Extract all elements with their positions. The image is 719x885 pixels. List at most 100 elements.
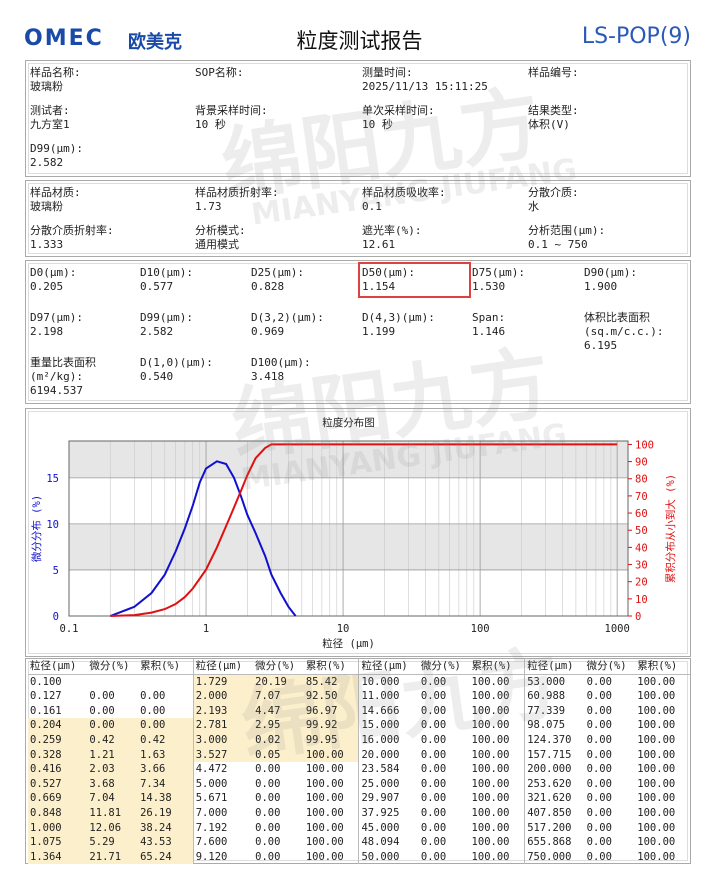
empty-cell	[138, 674, 193, 689]
table-cell: 7.600	[192, 835, 254, 850]
table-cell: 7.07	[253, 689, 304, 704]
table-cell: 9.120	[192, 849, 254, 865]
table-cell: 321.620	[524, 791, 585, 806]
y2-tick-label: 30	[635, 560, 648, 572]
table-cell: 77.339	[524, 703, 585, 719]
table-cell: 100.00	[637, 690, 676, 703]
table-cell: 0.00	[586, 748, 612, 761]
x-tick-label: 100	[471, 623, 490, 635]
table-cell: 100.00	[637, 850, 676, 863]
field: D90(μm): 1.900	[584, 266, 689, 294]
table-cell: 0.00	[89, 690, 115, 703]
table-cell: 5.000	[192, 776, 254, 792]
table-cell: 0.00	[420, 850, 447, 863]
field-value: 0.828	[251, 280, 285, 293]
field-label: D(1,0)(μm):	[140, 356, 213, 369]
field-label: 体积比表面积(sq.m/c.c.):	[584, 311, 664, 338]
logo: OMEC	[24, 26, 104, 51]
field: D0(μm): 0.205	[30, 266, 135, 294]
table-cell: 65.24	[138, 849, 194, 865]
table-cell: 0.00	[586, 792, 612, 805]
field-label: D97(μm):	[30, 311, 83, 324]
table-cell: 5.671	[192, 791, 254, 806]
table-cell: 0.00	[586, 763, 612, 776]
field: D50(μm): 1.154	[358, 262, 471, 298]
table-cell: 100.00	[637, 836, 676, 849]
table-cell: 100.00	[637, 733, 676, 746]
table-cell: 100.00	[637, 748, 676, 761]
field-label: 分析模式:	[195, 224, 246, 237]
field: 分散介质折射率: 1.333	[30, 224, 190, 252]
y2-tick-label: 10	[635, 594, 648, 606]
table-cell: 7.192	[192, 820, 254, 836]
field-label: 结果类型:	[528, 104, 579, 117]
field: D99(μm): 2.582	[140, 311, 245, 339]
y2-tick-label: 20	[635, 577, 648, 589]
x-tick-label: 10	[337, 623, 350, 635]
material-section: 样品材质: 玻璃粉 样品材质折射率: 1.73 样品材质吸收率: 0.1 分散介质: 水分散介…	[25, 180, 691, 257]
table-cell: 100.00	[637, 806, 676, 819]
field-label: D(4,3)(μm):	[362, 311, 435, 324]
field: 分析模式: 通用模式	[195, 224, 355, 252]
table-cell: 0.00	[138, 718, 194, 733]
table-cell: 100.00	[471, 675, 510, 688]
table-cell: 37.925	[358, 805, 419, 821]
field-value: 1.73	[195, 200, 222, 213]
field-value: 0.205	[30, 280, 64, 293]
field: 分散介质: 水	[528, 186, 688, 214]
table-cell: 60.988	[524, 689, 585, 704]
table-cell: 7.000	[192, 805, 254, 821]
field-label: D0(μm):	[30, 266, 77, 279]
field: 分析范围(μm): 0.1 ~ 750	[528, 224, 688, 252]
table-cell: 0.05	[253, 747, 304, 763]
table-cell: 20.19	[253, 674, 304, 690]
table-cell: 2.781	[192, 718, 254, 733]
table-cell: 100.00	[305, 763, 344, 776]
table-cell: 0.848	[28, 805, 88, 821]
field-value: 0.1 ~ 750	[528, 238, 588, 251]
table-cell: 2.95	[253, 718, 304, 733]
table-cell: 100.00	[471, 704, 510, 717]
field-label: 样品材质吸收率:	[362, 186, 446, 199]
field: 背景采样时间: 10 秒	[195, 104, 355, 132]
field: D(1,0)(μm): 0.540	[140, 356, 245, 384]
table-cell: 0.00	[420, 675, 447, 688]
table-cell: 0.00	[255, 806, 281, 819]
field-label: D99(μm):	[30, 142, 83, 155]
table-cell: 48.094	[358, 835, 419, 850]
field-label: Span:	[472, 311, 506, 324]
table-cell: 1.729	[192, 674, 254, 690]
field: 测量时间: 2025/11/13 15:11:25	[362, 66, 522, 94]
table-cell: 23.584	[358, 762, 419, 777]
grid-band	[69, 441, 628, 478]
header-cell: 累积(%)	[469, 659, 525, 675]
field-value: 10 秒	[195, 118, 226, 131]
field: 遮光率(%): 12.61	[362, 224, 522, 252]
table-cell: 96.97	[303, 703, 359, 719]
field: D(3,2)(μm): 0.969	[251, 311, 356, 339]
y2-tick-label: 80	[635, 474, 648, 486]
table-cell: 11.000	[358, 689, 419, 704]
table-row: 1.364 21.71 65.24 9.120 0.00 100.00 50.000 0.00…	[28, 849, 690, 865]
x-tick-label: 1	[203, 623, 209, 635]
data-table: 粒径(μm) 微分(%) 累积(%) 粒径(μm) 微分(%) 累积(%) 粒径(μm) 微分…	[28, 659, 690, 865]
field-value: 10 秒	[362, 118, 393, 131]
table-cell: 0.527	[28, 776, 88, 792]
plot-frame	[68, 440, 629, 617]
field: D100(μm): 3.418	[251, 356, 356, 384]
table-cell: 100.00	[471, 733, 510, 746]
table-cell: 0.00	[255, 821, 281, 834]
y2-axis-label: 累积分布从小到大 (%)	[664, 474, 677, 583]
table-row: 0.527 3.68 7.34 5.000 0.00 100.00 25.000 0.00 10…	[28, 776, 690, 792]
table-cell: 200.000	[524, 762, 585, 777]
table-row: 0.127 0.00 0.00 2.000 7.07 92.50 11.000 0.00 100…	[28, 689, 690, 704]
y2-tick-label: 40	[635, 542, 648, 554]
table-cell: 0.204	[28, 718, 88, 733]
table-row: 0.669 7.04 14.38 5.671 0.00 100.00 29.907 0.00 1…	[28, 791, 690, 806]
table-cell: 15.000	[358, 718, 419, 733]
chart-box: 0.1 1 10 100 1000 0 5 10 15 0 10 20 30 40 50 60 70 80 90 10…	[25, 408, 691, 657]
field-label: D90(μm):	[584, 266, 637, 279]
field-value: 0.1	[362, 200, 382, 213]
table-cell: 1.21	[87, 747, 139, 763]
header-cell: 粒径(μm)	[192, 659, 254, 675]
